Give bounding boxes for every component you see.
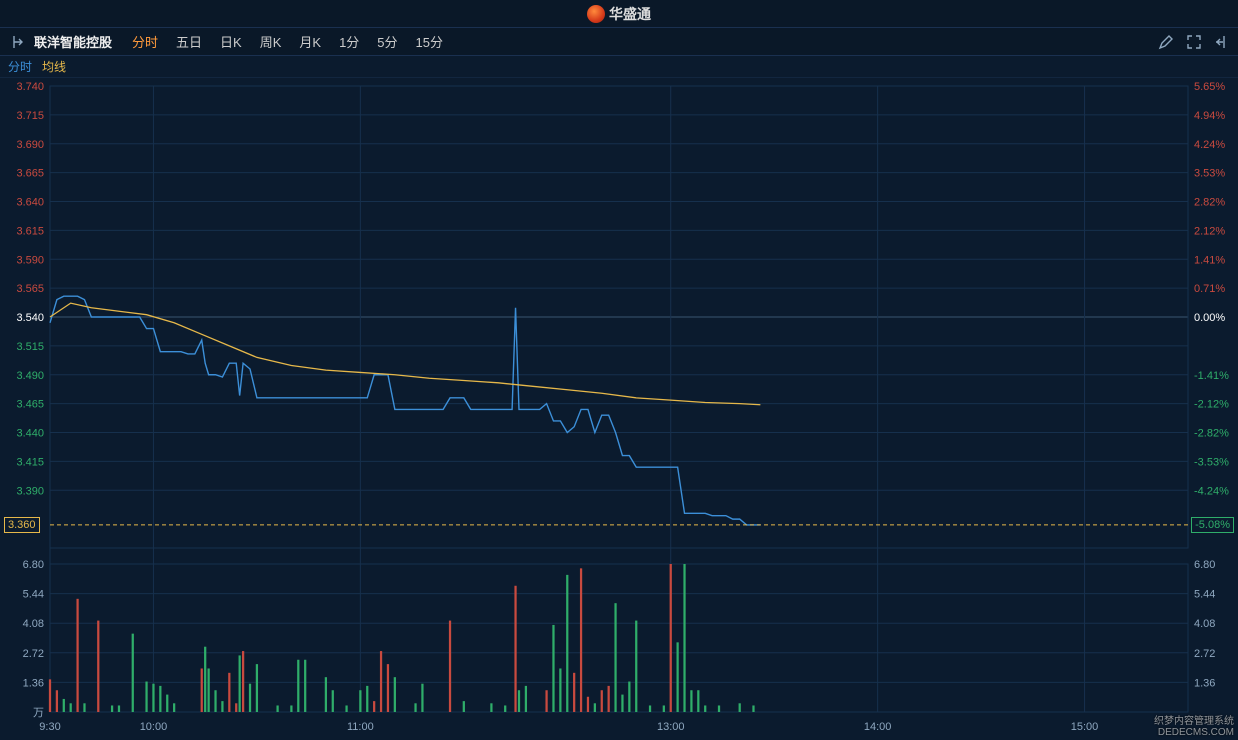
svg-text:3.565: 3.565 — [16, 283, 44, 295]
legend-price[interactable]: 分时 — [8, 58, 32, 75]
svg-text:4.24%: 4.24% — [1194, 139, 1225, 151]
back-icon[interactable] — [8, 34, 24, 50]
tab-15min[interactable]: 15分 — [412, 32, 447, 51]
svg-text:3.665: 3.665 — [16, 168, 44, 180]
tab-weekk[interactable]: 周K — [256, 32, 286, 51]
svg-text:3.740: 3.740 — [16, 81, 44, 93]
svg-text:0.00%: 0.00% — [1194, 312, 1225, 324]
svg-text:-4.24%: -4.24% — [1194, 485, 1229, 497]
legend-avg[interactable]: 均线 — [42, 58, 66, 75]
brand: 华盛通 — [587, 4, 651, 24]
chart-toolbar: 联洋智能控股 分时 五日 日K 周K 月K 1分 5分 15分 — [0, 28, 1238, 56]
svg-text:5.65%: 5.65% — [1194, 81, 1225, 93]
svg-text:3.440: 3.440 — [16, 428, 44, 440]
current-price-marker: 3.360 — [4, 517, 40, 533]
svg-text:1.41%: 1.41% — [1194, 254, 1225, 266]
svg-text:4.08: 4.08 — [1194, 618, 1215, 630]
svg-text:5.44: 5.44 — [1194, 589, 1215, 601]
svg-text:6.80: 6.80 — [23, 559, 44, 571]
svg-text:3.53%: 3.53% — [1194, 168, 1225, 180]
expand-icon[interactable] — [1186, 34, 1202, 50]
svg-text:3.715: 3.715 — [16, 110, 44, 122]
chart-area: 3.740 3.715 3.690 3.665 3.640 3.615 3.590 3.565… — [0, 78, 1238, 740]
pencil-icon[interactable] — [1158, 34, 1174, 50]
svg-text:15:00: 15:00 — [1071, 721, 1099, 733]
svg-text:10:00: 10:00 — [140, 721, 168, 733]
svg-text:3.615: 3.615 — [16, 225, 44, 237]
svg-text:-3.53%: -3.53% — [1194, 456, 1229, 468]
svg-text:3.515: 3.515 — [16, 341, 44, 353]
svg-text:0.71%: 0.71% — [1194, 283, 1225, 295]
svg-text:4.08: 4.08 — [23, 618, 44, 630]
tab-intraday[interactable]: 分时 — [128, 32, 162, 51]
tab-1min[interactable]: 1分 — [335, 32, 363, 51]
current-pct-marker: -5.08% — [1191, 517, 1234, 533]
svg-text:4.94%: 4.94% — [1194, 110, 1225, 122]
svg-text:3.390: 3.390 — [16, 485, 44, 497]
chart-svg[interactable]: 3.740 3.715 3.690 3.665 3.640 3.615 3.590 3.565… — [0, 78, 1238, 740]
svg-text:2.72: 2.72 — [23, 648, 44, 660]
svg-text:9:30: 9:30 — [39, 721, 60, 733]
brand-logo-icon — [587, 5, 605, 23]
svg-text:14:00: 14:00 — [864, 721, 892, 733]
svg-text:6.80: 6.80 — [1194, 559, 1215, 571]
svg-text:-2.82%: -2.82% — [1194, 428, 1229, 440]
tab-dayk[interactable]: 日K — [216, 32, 246, 51]
svg-text:1.36: 1.36 — [1194, 677, 1215, 689]
svg-text:13:00: 13:00 — [657, 721, 685, 733]
app-header: 华盛通 — [0, 0, 1238, 28]
svg-text:3.640: 3.640 — [16, 197, 44, 209]
svg-text:3.540: 3.540 — [16, 312, 44, 324]
svg-text:2.12%: 2.12% — [1194, 225, 1225, 237]
svg-text:万: 万 — [33, 707, 44, 719]
legend-bar: 分时 均线 — [0, 56, 1238, 78]
svg-text:-1.41%: -1.41% — [1194, 370, 1229, 382]
svg-text:11:00: 11:00 — [347, 721, 374, 733]
svg-text:3.415: 3.415 — [16, 456, 44, 468]
svg-text:2.82%: 2.82% — [1194, 197, 1225, 209]
svg-text:1.36: 1.36 — [23, 677, 44, 689]
tab-5day[interactable]: 五日 — [172, 32, 206, 51]
tab-5min[interactable]: 5分 — [373, 32, 401, 51]
svg-text:3.465: 3.465 — [16, 399, 44, 411]
stock-title: 联洋智能控股 — [34, 32, 112, 51]
brand-name: 华盛通 — [609, 4, 651, 24]
svg-text:3.590: 3.590 — [16, 254, 44, 266]
svg-text:2.72: 2.72 — [1194, 648, 1215, 660]
svg-text:-2.12%: -2.12% — [1194, 399, 1229, 411]
svg-text:3.690: 3.690 — [16, 139, 44, 151]
svg-text:5.44: 5.44 — [23, 589, 44, 601]
collapse-right-icon[interactable] — [1214, 34, 1230, 50]
tab-monthk[interactable]: 月K — [295, 32, 325, 51]
svg-text:3.490: 3.490 — [16, 370, 44, 382]
